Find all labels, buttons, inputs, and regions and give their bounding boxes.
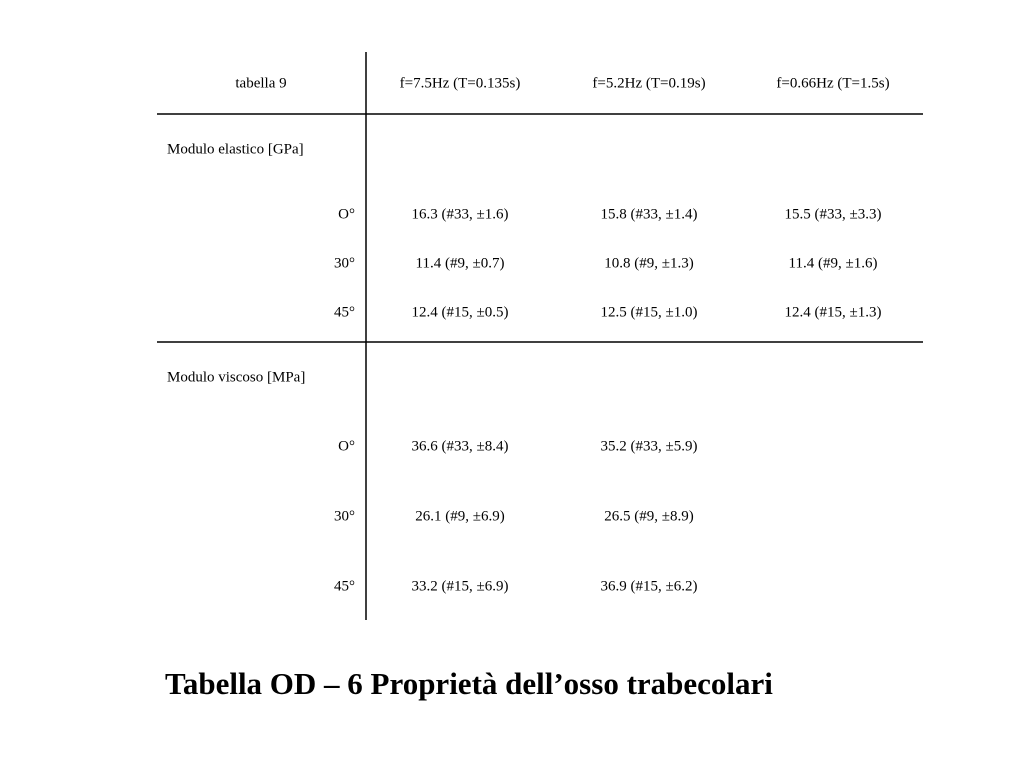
table-cell: 15.8 (#33, ±1.4) — [601, 206, 698, 222]
table-cell: 12.4 (#15, ±0.5) — [412, 304, 509, 320]
table-cell: 36.9 (#15, ±6.2) — [601, 578, 698, 594]
table-cell: 11.4 (#9, ±0.7) — [416, 255, 505, 271]
table-cell: 26.1 (#9, ±6.9) — [415, 508, 504, 524]
row-label: O° — [338, 206, 355, 222]
table-cell: 12.4 (#15, ±1.3) — [785, 304, 882, 320]
table-cell: 11.4 (#9, ±1.6) — [789, 255, 878, 271]
section-title: Modulo viscoso [MPa] — [167, 369, 305, 385]
row-label: 30° — [334, 255, 355, 271]
table-cell: 16.3 (#33, ±1.6) — [412, 206, 509, 222]
table-cell: 26.5 (#9, ±8.9) — [604, 508, 693, 524]
table-cell: 35.2 (#33, ±5.9) — [601, 438, 698, 454]
row-label: 45° — [334, 304, 355, 320]
header-cell: tabella 9 — [235, 75, 286, 91]
table-cell: 10.8 (#9, ±1.3) — [604, 255, 693, 271]
header-cell: f=0.66Hz (T=1.5s) — [776, 75, 889, 91]
row-label: 30° — [334, 508, 355, 524]
section-title: Modulo elastico [GPa] — [167, 141, 304, 157]
header-cell: f=5.2Hz (T=0.19s) — [592, 75, 705, 91]
table-cell: 15.5 (#33, ±3.3) — [785, 206, 882, 222]
caption: Tabella OD – 6 Proprietà dell’osso trabe… — [165, 666, 773, 701]
table-cell: 12.5 (#15, ±1.0) — [601, 304, 698, 320]
table-cell: 33.2 (#15, ±6.9) — [412, 578, 509, 594]
row-label: O° — [338, 438, 355, 454]
table-cell: 36.6 (#33, ±8.4) — [412, 438, 509, 454]
row-label: 45° — [334, 578, 355, 594]
header-cell: f=7.5Hz (T=0.135s) — [400, 75, 521, 91]
